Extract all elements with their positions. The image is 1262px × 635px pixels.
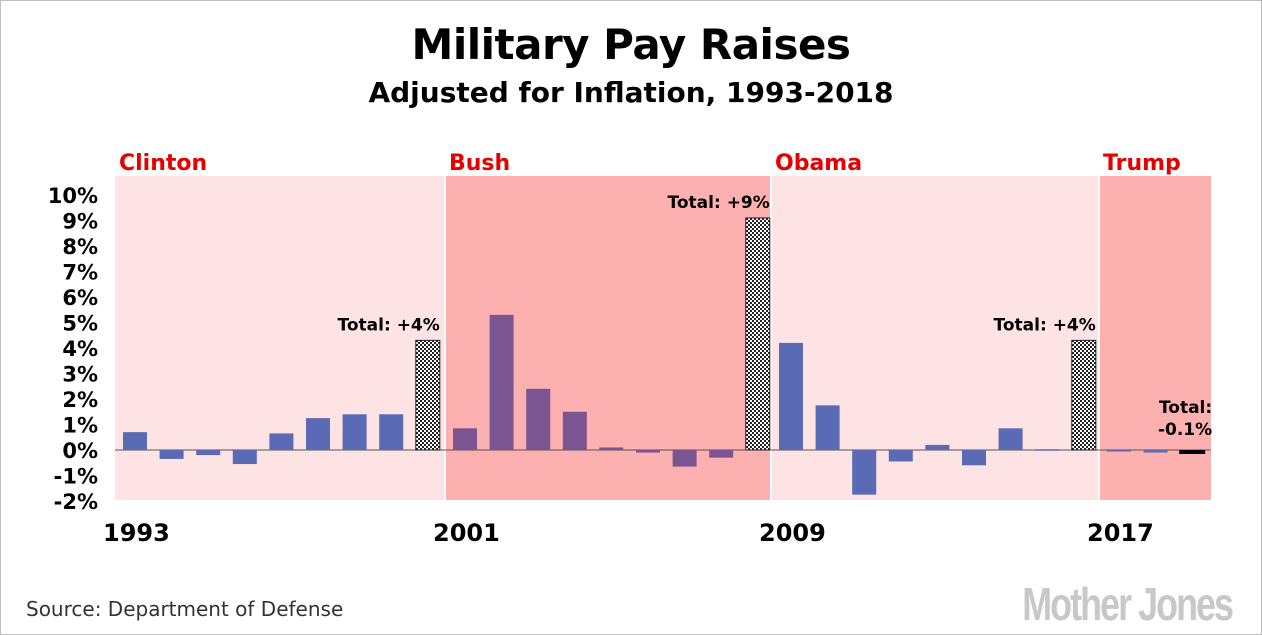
bar-2008 — [709, 450, 734, 458]
total-label-bush: Total: +9% — [668, 193, 770, 213]
y-tick-label: 8% — [62, 235, 98, 259]
bar-2013 — [925, 444, 950, 450]
y-tick-label: 6% — [62, 286, 98, 310]
source-note: Source: Department of Defense — [26, 597, 344, 621]
chart-title: Military Pay Raises — [411, 20, 851, 69]
bar-2010 — [815, 405, 840, 450]
total-bar-obama — [1071, 339, 1097, 451]
y-tick-label: 10% — [48, 184, 98, 208]
bar-2004 — [562, 411, 587, 450]
y-tick-label: -1% — [54, 465, 98, 489]
bar-2007 — [672, 450, 697, 467]
term-band-trump — [1099, 176, 1211, 500]
y-tick-label: 0% — [62, 439, 98, 463]
x-tick-label: 2017 — [1087, 519, 1154, 547]
x-tick-label: 2009 — [759, 519, 826, 547]
total-label-clinton: Total: +4% — [338, 315, 440, 335]
bar-2000 — [379, 414, 404, 450]
total-bar-clinton — [415, 339, 441, 451]
total-bar-bush — [745, 217, 771, 451]
total-label-obama: Total: +4% — [994, 315, 1096, 335]
y-tick-label: -2% — [54, 490, 98, 514]
bar-1993 — [123, 432, 147, 450]
y-tick-label: 4% — [62, 337, 98, 361]
total-bar-trump — [1179, 450, 1206, 454]
total-label-trump: Total: — [1159, 398, 1212, 418]
y-tick-label: 9% — [62, 210, 98, 234]
bar-2002 — [489, 314, 514, 450]
bar-2014 — [962, 450, 986, 466]
bar-2003 — [526, 388, 551, 450]
bar-2017 — [1107, 450, 1131, 452]
bar-2009 — [779, 342, 803, 450]
y-tick-label: 3% — [62, 363, 98, 387]
bar-2016 — [1035, 449, 1060, 451]
bar-2006 — [636, 450, 660, 453]
chart-subtitle: Adjusted for Inflation, 1993-2018 — [368, 76, 894, 109]
bar-2011 — [852, 450, 877, 495]
x-tick-label: 1993 — [103, 519, 170, 547]
publisher-logo: Mother Jones — [1022, 578, 1234, 630]
president-label-obama: Obama — [775, 151, 862, 176]
bar-1996 — [232, 450, 257, 465]
president-label-bush: Bush — [449, 151, 510, 176]
bar-1994 — [159, 450, 184, 459]
bar-2018 — [1143, 450, 1168, 453]
bar-2005 — [599, 447, 624, 450]
bar-1999 — [342, 414, 367, 450]
bar-1995 — [196, 450, 221, 456]
bar-2015 — [998, 428, 1023, 450]
bar-1997 — [269, 433, 294, 450]
y-tick-label: 5% — [62, 312, 98, 336]
bar-2001 — [453, 428, 477, 450]
y-tick-label: 2% — [62, 388, 98, 412]
y-tick-label: 1% — [62, 414, 98, 438]
bar-1998 — [306, 418, 330, 450]
term-band-obama — [771, 176, 1099, 500]
y-tick-label: 7% — [62, 261, 98, 285]
bar-2012 — [888, 450, 913, 462]
president-label-trump: Trump — [1103, 151, 1181, 176]
total-label-trump: -0.1% — [1158, 420, 1212, 440]
x-tick-label: 2001 — [433, 519, 500, 547]
president-label-clinton: Clinton — [119, 151, 207, 176]
